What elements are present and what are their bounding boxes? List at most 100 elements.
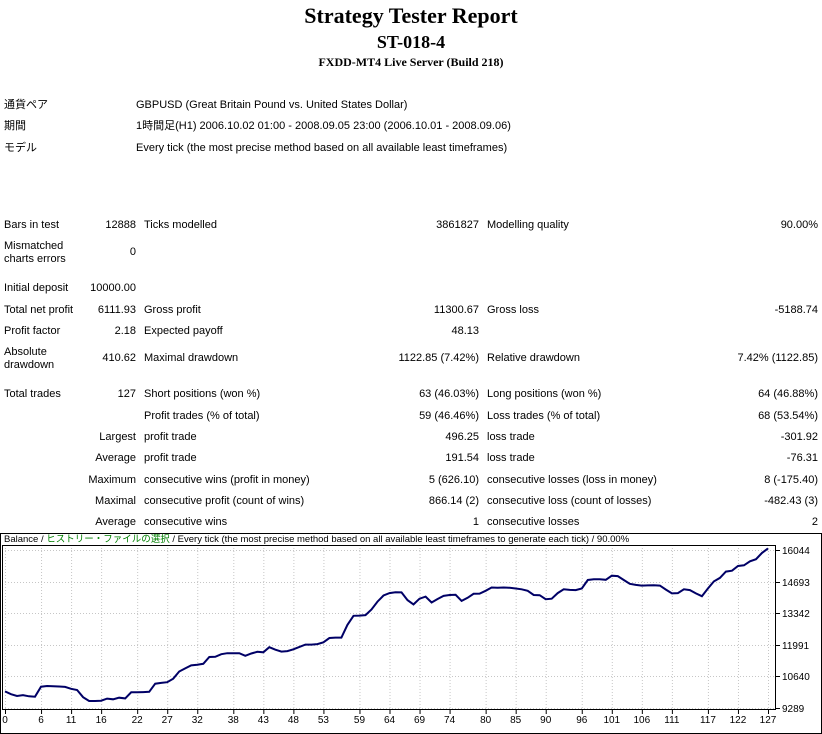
stat-value: 410.62 — [102, 352, 136, 365]
x-axis-label: 117 — [700, 715, 716, 726]
stat-value: Average — [95, 516, 136, 529]
stat-label: Ticks modelled — [144, 219, 217, 232]
stat-value: 48.13 — [451, 325, 479, 338]
setting-label: 通貨ペア — [4, 99, 48, 112]
table-row: Absolute drawdown 410.62 Maximal drawdown 1… — [4, 342, 818, 375]
x-axis-label: 59 — [354, 715, 366, 726]
stat-label: Initial deposit — [4, 282, 69, 295]
settings-table: 通貨ペア GBPUSD (Great Britain Pound vs. Unit… — [4, 95, 818, 159]
stat-value: 1122.85 (7.42%) — [398, 352, 479, 365]
stat-label: Long positions (won %) — [487, 388, 602, 401]
stat-value: 866.14 (2) — [428, 494, 479, 507]
stats-table: Bars in test 12888 Ticks modelled 3861827 Mo… — [4, 215, 818, 533]
stat-label: consecutive wins (profit in money) — [144, 473, 310, 486]
x-axis-label: 101 — [603, 715, 620, 726]
x-axis-label: 48 — [288, 715, 300, 726]
stat-label: consecutive profit (count of wins) — [144, 494, 305, 507]
stat-label: Gross profit — [144, 303, 201, 316]
y-axis-label: 13342 — [782, 609, 810, 620]
stat-value: 1 — [472, 516, 479, 529]
balance-chart: 0 6 11 16 22 27 32 38 43 48 53 59 64 69 74 80 85 90 96 101 1… — [0, 533, 822, 734]
expert-name: ST-018-4 — [376, 32, 446, 52]
x-axis-label: 0 — [2, 715, 8, 726]
x-axis-label: 53 — [318, 715, 330, 726]
stat-value: 2 — [811, 516, 818, 529]
x-axis-label: 80 — [480, 715, 492, 726]
stat-value: 0 — [129, 246, 136, 259]
stat-value: 127 — [117, 388, 136, 401]
table-row: Maximal consecutive profit (count of wins… — [4, 491, 818, 512]
stat-value: -482.43 (3) — [764, 494, 818, 507]
setting-label: 期間 — [4, 120, 26, 133]
table-row: Total net profit 6111.93 Gross profit 11300… — [4, 300, 818, 321]
table-row: Total trades 127 Short positions (won %) 63… — [4, 384, 818, 405]
stat-value: 11300.67 — [433, 303, 479, 316]
x-axis-label: 69 — [414, 715, 426, 726]
stat-value: 12888 — [105, 219, 136, 232]
table-row: Profit trades (% of total) 59 (46.46%) Los… — [4, 405, 818, 426]
stat-label: consecutive wins — [144, 516, 228, 529]
stat-value: Maximal — [95, 494, 136, 507]
stat-value: 10000.00 — [90, 282, 136, 295]
stat-value: Average — [95, 452, 136, 465]
x-axis-label: 43 — [258, 715, 270, 726]
stat-label: Profit trades (% of total) — [144, 409, 260, 422]
table-row: Bars in test 12888 Ticks modelled 3861827 Mo… — [4, 215, 818, 236]
stat-label: consecutive losses (loss in money) — [487, 473, 657, 486]
stat-value: -5188.74 — [774, 303, 818, 316]
stat-label: Gross loss — [487, 303, 539, 316]
stat-value: 59 (46.46%) — [419, 409, 479, 422]
x-axis-label: 64 — [384, 715, 396, 726]
stat-label: Bars in test — [4, 219, 60, 232]
x-axis-label: 96 — [576, 715, 588, 726]
stat-value: 7.42% (1122.85) — [737, 352, 818, 365]
x-axis-label: 27 — [162, 715, 174, 726]
stat-label: Absolute drawdown — [4, 345, 55, 371]
stat-label: Loss trades (% of total) — [487, 409, 601, 422]
table-row: Initial deposit 10000.00 — [4, 278, 818, 299]
stat-value: 496.25 — [445, 430, 479, 443]
table-row: Mismatched charts errors 0 — [4, 236, 818, 269]
setting-label: モデル — [4, 141, 37, 154]
x-axis-label: 11 — [66, 715, 77, 726]
table-row: Average consecutive wins 1 consecutive loss… — [4, 512, 818, 533]
stat-value: 6111.93 — [97, 303, 136, 316]
stat-label: Total net profit — [4, 303, 74, 316]
stat-label: Maximal drawdown — [144, 352, 239, 365]
x-axis-label: 111 — [664, 715, 680, 726]
stat-value: 2.18 — [114, 325, 136, 338]
stat-value: Maximum — [88, 473, 136, 486]
y-axis-label: 9289 — [782, 704, 805, 715]
stat-value: Largest — [99, 430, 136, 443]
x-axis-label: 6 — [38, 715, 44, 726]
stat-value: -301.92 — [780, 430, 818, 443]
stat-label: profit trade — [144, 452, 197, 465]
stat-value: 63 (46.03%) — [419, 388, 479, 401]
chart-outer-border — [0, 533, 822, 734]
x-axis-label: 85 — [510, 715, 522, 726]
stat-label: Short positions (won %) — [144, 388, 261, 401]
stat-value: 191.54 — [445, 452, 479, 465]
stat-label: consecutive losses — [487, 516, 580, 529]
stat-value: -76.31 — [786, 452, 818, 465]
table-spacer — [4, 269, 818, 278]
plot-border — [2, 545, 776, 710]
setting-value: Every tick (the most precise method base… — [136, 141, 508, 154]
setting-value: 1時間足(H1) 2006.10.02 01:00 - 2008.09.05 2… — [136, 120, 511, 133]
stat-value: 68 (53.54%) — [758, 409, 818, 422]
stat-label: consecutive loss (count of losses) — [487, 494, 652, 507]
stat-label: Mismatched charts errors — [4, 239, 66, 265]
report-header: Strategy Tester Report ST-018-4 FXDD-MT4… — [0, 0, 822, 70]
y-axis-label: 11991 — [782, 641, 810, 652]
x-axis-label: 74 — [444, 715, 456, 726]
stat-value: 90.00% — [780, 219, 818, 232]
stat-value: 3861827 — [436, 219, 479, 232]
stat-label: Modelling quality — [487, 219, 569, 232]
table-row: Maximum consecutive wins (profit in money… — [4, 469, 818, 490]
x-axis-label: 16 — [96, 715, 108, 726]
stat-label: Total trades — [4, 388, 61, 401]
y-axis-label: 14693 — [782, 578, 810, 589]
y-axis-label: 10640 — [782, 672, 810, 683]
chart-legend: Balance / ヒストリー・ファイルの選択 / Every tick (th… — [4, 533, 630, 545]
stat-label: Profit factor — [4, 325, 61, 338]
